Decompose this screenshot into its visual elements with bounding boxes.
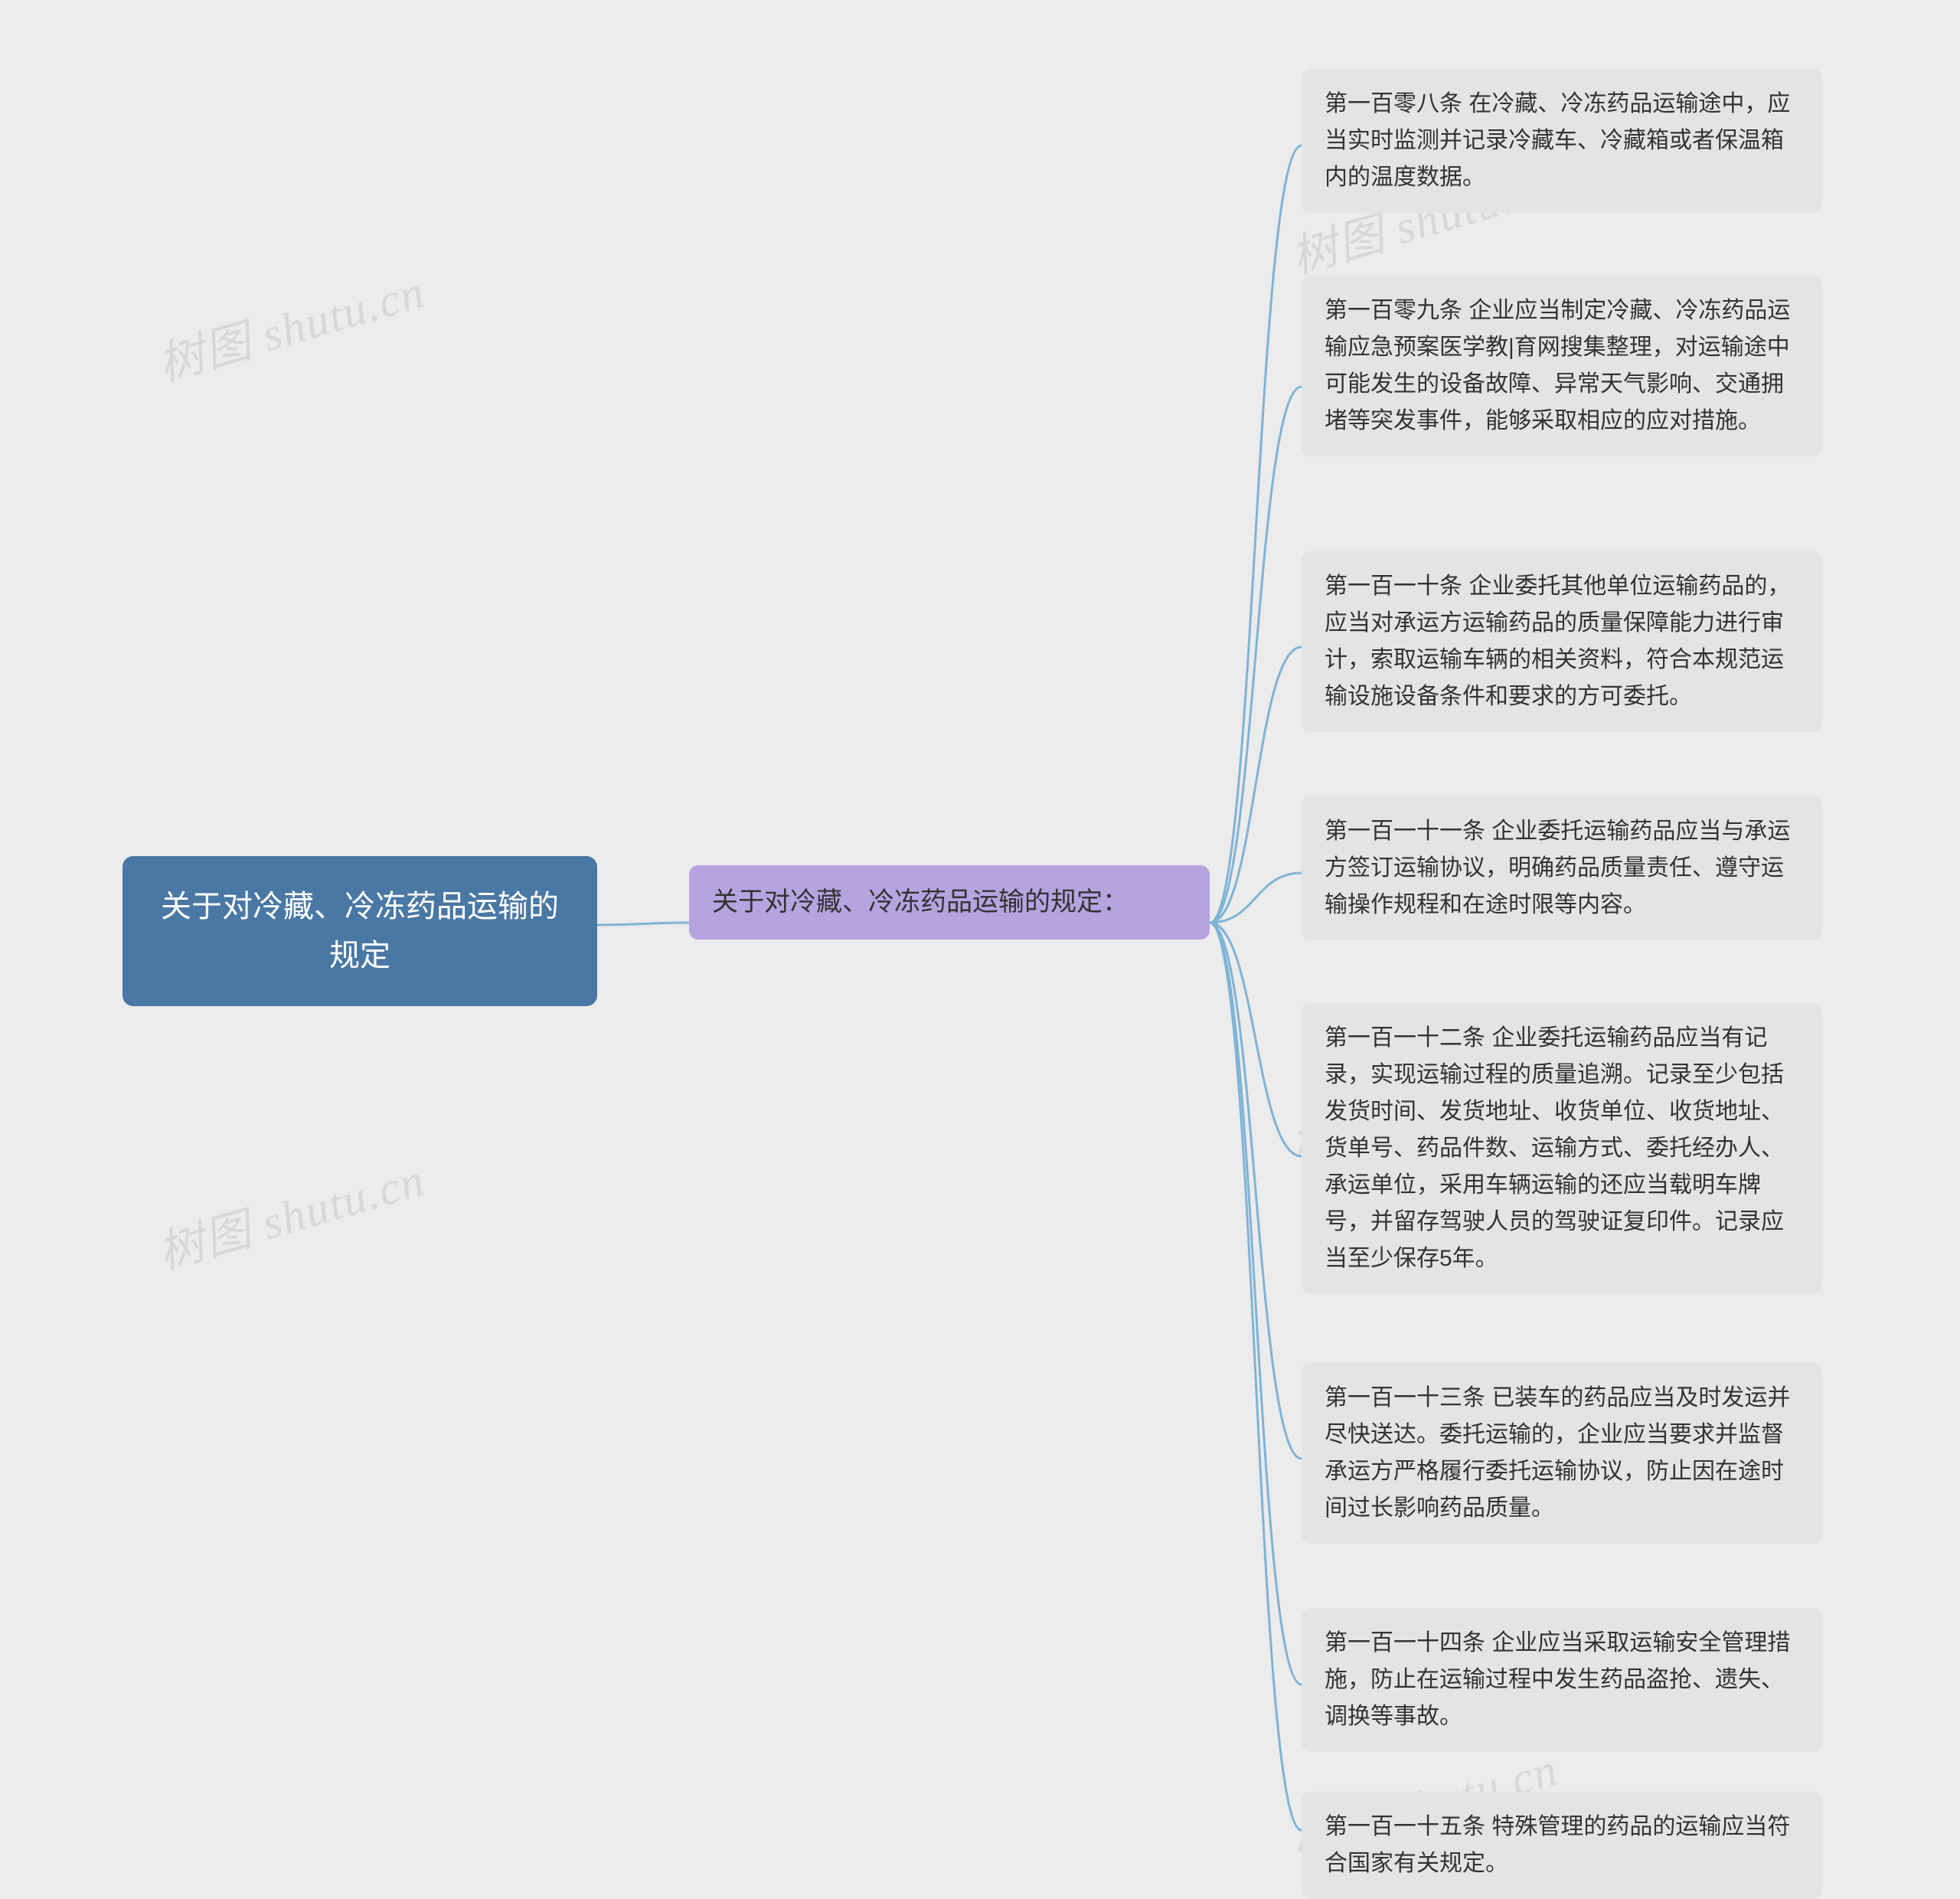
leaf-node[interactable]: 第一百一十条 企业委托其他单位运输药品的，应当对承运方运输药品的质量保障能力进行…: [1302, 551, 1822, 732]
watermark: 树图 shutu.cn: [149, 1142, 432, 1282]
leaf-node[interactable]: 第一百一十一条 企业委托运输药品应当与承运方签订运输协议，明确药品质量责任、遵守…: [1302, 796, 1822, 940]
leaf-node-label: 第一百零八条 在冷藏、冷冻药品运输途中，应当实时监测并记录冷藏车、冷藏箱或者保温…: [1325, 91, 1790, 190]
mindmap-canvas: 树图 shutu.cn 树图 shutu.cn 树图 shutu.cn 树图 s…: [0, 0, 1960, 1835]
leaf-node-label: 第一百零九条 企业应当制定冷藏、冷冻药品运输应急预案医学教|育网搜集整理，对运输…: [1325, 298, 1790, 433]
leaf-node[interactable]: 第一百一十四条 企业应当采取运输安全管理措施，防止在运输过程中发生药品盗抢、遗失…: [1302, 1608, 1822, 1752]
watermark: 树图 shutu.cn: [149, 254, 432, 394]
leaf-node-label: 第一百一十一条 企业委托运输药品应当与承运方签订运输协议，明确药品质量责任、遵守…: [1325, 819, 1790, 917]
root-node-label: 关于对冷藏、冷冻药品运输的规定: [161, 890, 559, 972]
branch-node-label: 关于对冷藏、冷冻药品运输的规定：: [712, 887, 1129, 917]
leaf-node-label: 第一百一十三条 已装车的药品应当及时发运并尽快送达。委托运输的，企业应当要求并监…: [1325, 1385, 1790, 1521]
leaf-node-label: 第一百一十四条 企业应当采取运输安全管理措施，防止在运输过程中发生药品盗抢、遗失…: [1325, 1630, 1790, 1729]
leaf-node-label: 第一百一十条 企业委托其他单位运输药品的，应当对承运方运输药品的质量保障能力进行…: [1325, 574, 1790, 709]
leaf-node[interactable]: 第一百零八条 在冷藏、冷冻药品运输途中，应当实时监测并记录冷藏车、冷藏箱或者保温…: [1302, 69, 1822, 213]
leaf-node-label: 第一百一十五条 特殊管理的药品的运输应当符合国家有关规定。: [1325, 1814, 1790, 1876]
leaf-node[interactable]: 第一百一十二条 企业委托运输药品应当有记录，实现运输过程的质量追溯。记录至少包括…: [1302, 1003, 1822, 1294]
leaf-node[interactable]: 第一百零九条 企业应当制定冷藏、冷冻药品运输应急预案医学教|育网搜集整理，对运输…: [1302, 276, 1822, 456]
leaf-node[interactable]: 第一百一十五条 特殊管理的药品的运输应当符合国家有关规定。: [1302, 1792, 1822, 1899]
branch-node[interactable]: 关于对冷藏、冷冻药品运输的规定：: [689, 865, 1210, 940]
leaf-node-label: 第一百一十二条 企业委托运输药品应当有记录，实现运输过程的质量追溯。记录至少包括…: [1325, 1025, 1784, 1271]
leaf-node[interactable]: 第一百一十三条 已装车的药品应当及时发运并尽快送达。委托运输的，企业应当要求并监…: [1302, 1363, 1822, 1544]
root-node[interactable]: 关于对冷藏、冷冻药品运输的规定: [122, 856, 597, 1006]
